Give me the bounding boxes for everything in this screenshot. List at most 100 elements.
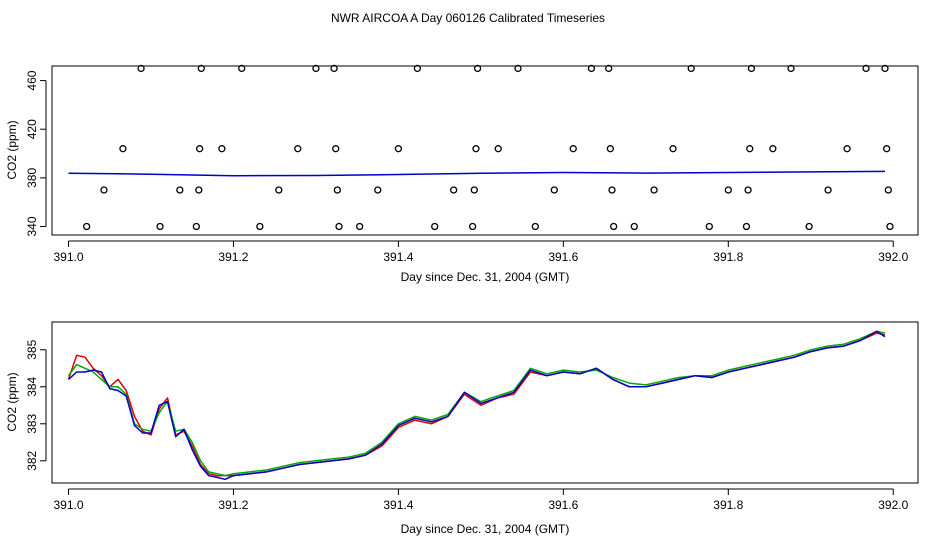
scatter-point <box>195 186 203 194</box>
scatter-y-tick-label: 420 <box>25 119 39 139</box>
line-panel: 391.0 391.2 391.4 391.6 391.8 392.0 382 383 384… <box>5 321 919 536</box>
line-y-tick-label: 384 <box>25 376 39 396</box>
line-series <box>67 330 886 481</box>
scatter-point <box>256 222 264 231</box>
scatter-point <box>494 145 502 153</box>
scatter-point <box>687 64 695 73</box>
scatter-x-tick-label: 391.4 <box>383 250 413 264</box>
scatter-point <box>550 186 558 194</box>
scatter-point <box>335 222 343 231</box>
scatter-point <box>394 145 403 153</box>
scatter-point <box>881 64 889 73</box>
scatter-x-axis: 391.0 391.2 391.4 391.6 391.8 392.0 <box>53 240 909 264</box>
scatter-point <box>886 222 894 231</box>
scatter-point <box>824 186 832 194</box>
scatter-point <box>884 186 892 194</box>
scatter-series <box>68 170 886 177</box>
line-series-line-0 <box>67 332 886 477</box>
line-x-tick-label: 391.0 <box>53 498 83 512</box>
scatter-point <box>333 186 342 194</box>
line-x-tick-label: 391.2 <box>218 498 248 512</box>
line-plot-frame <box>51 321 919 484</box>
scatter-point <box>156 222 164 231</box>
scatter-point <box>195 145 204 153</box>
line-y-tick-label: 383 <box>25 413 39 433</box>
scatter-point <box>450 186 458 194</box>
scatter-x-axis-label: Day since Dec. 31, 2004 (GMT) <box>401 270 570 284</box>
scatter-panel: 391.0 391.2 391.4 391.6 391.8 392.0 340 380 420… <box>5 64 919 284</box>
chart-main-title: NWR AIRCOA A Day 060126 Calibrated Times… <box>331 11 605 25</box>
scatter-point <box>569 145 577 153</box>
scatter-point <box>514 64 522 73</box>
scatter-point <box>531 222 539 231</box>
line-y-tick-label: 382 <box>25 450 39 470</box>
scatter-point <box>312 64 320 73</box>
scatter-point <box>724 186 732 194</box>
scatter-point <box>769 145 777 153</box>
scatter-point <box>608 186 616 194</box>
scatter-point <box>218 145 226 153</box>
scatter-x-tick-label: 391.0 <box>53 250 83 264</box>
scatter-point <box>355 222 364 231</box>
scatter-x-tick-label: 391.6 <box>548 250 578 264</box>
scatter-point <box>843 145 851 153</box>
scatter-point <box>650 186 658 194</box>
scatter-point <box>705 222 713 231</box>
line-x-tick-label: 391.8 <box>713 498 743 512</box>
scatter-point <box>787 64 795 73</box>
scatter-point <box>119 145 127 153</box>
scatter-point <box>747 64 756 73</box>
scatter-point <box>669 145 677 153</box>
scatter-point <box>294 145 302 153</box>
scatter-point <box>275 186 283 194</box>
scatter-point <box>862 64 870 73</box>
scatter-point <box>137 64 145 73</box>
scatter-y-axis-label: CO2 (ppm) <box>5 120 19 179</box>
scatter-plot-frame <box>51 65 919 236</box>
scatter-y-tick-label: 340 <box>25 216 39 236</box>
scatter-point <box>610 222 618 231</box>
scatter-point <box>332 145 340 153</box>
scatter-point <box>468 222 477 231</box>
scatter-y-axis: 340 380 420 460 <box>25 70 47 237</box>
line-x-tick-label: 391.6 <box>548 498 578 512</box>
scatter-y-tick-label: 460 <box>25 70 39 90</box>
scatter-point <box>100 186 108 194</box>
scatter-x-tick-label: 391.8 <box>713 250 743 264</box>
scatter-point <box>413 64 422 73</box>
scatter-point <box>431 222 439 231</box>
scatter-point <box>176 186 184 194</box>
scatter-point <box>805 222 813 231</box>
scatter-point <box>742 222 751 231</box>
scatter-point <box>472 145 480 153</box>
scatter-point <box>82 222 91 231</box>
line-y-tick-label: 385 <box>25 339 39 359</box>
line-x-axis: 391.0 391.2 391.4 391.6 391.8 392.0 <box>53 488 909 512</box>
scatter-point <box>605 64 613 73</box>
line-series-line-2 <box>67 330 886 481</box>
line-series-line-1 <box>67 330 886 477</box>
scatter-point <box>238 64 246 73</box>
scatter-series-line-0 <box>68 170 886 177</box>
scatter-point <box>606 145 615 153</box>
scatter-x-tick-label: 392.0 <box>878 250 908 264</box>
scatter-point <box>587 64 596 73</box>
scatter-point <box>192 222 200 231</box>
scatter-point <box>197 64 205 73</box>
line-y-axis-label: CO2 (ppm) <box>5 372 19 431</box>
scatter-point <box>470 186 478 194</box>
scatter-x-tick-label: 391.2 <box>218 250 248 264</box>
scatter-point <box>473 64 482 73</box>
line-y-axis: 382 383 384 385 <box>25 339 47 471</box>
scatter-point <box>374 186 382 194</box>
line-x-tick-label: 391.4 <box>383 498 413 512</box>
scatter-points <box>82 64 894 231</box>
scatter-point <box>630 222 638 231</box>
line-x-tick-label: 392.0 <box>878 498 908 512</box>
scatter-point <box>746 145 754 153</box>
scatter-point <box>330 64 338 73</box>
scatter-y-tick-label: 380 <box>25 168 39 188</box>
scatter-point <box>744 186 752 194</box>
scatter-point <box>883 145 891 153</box>
